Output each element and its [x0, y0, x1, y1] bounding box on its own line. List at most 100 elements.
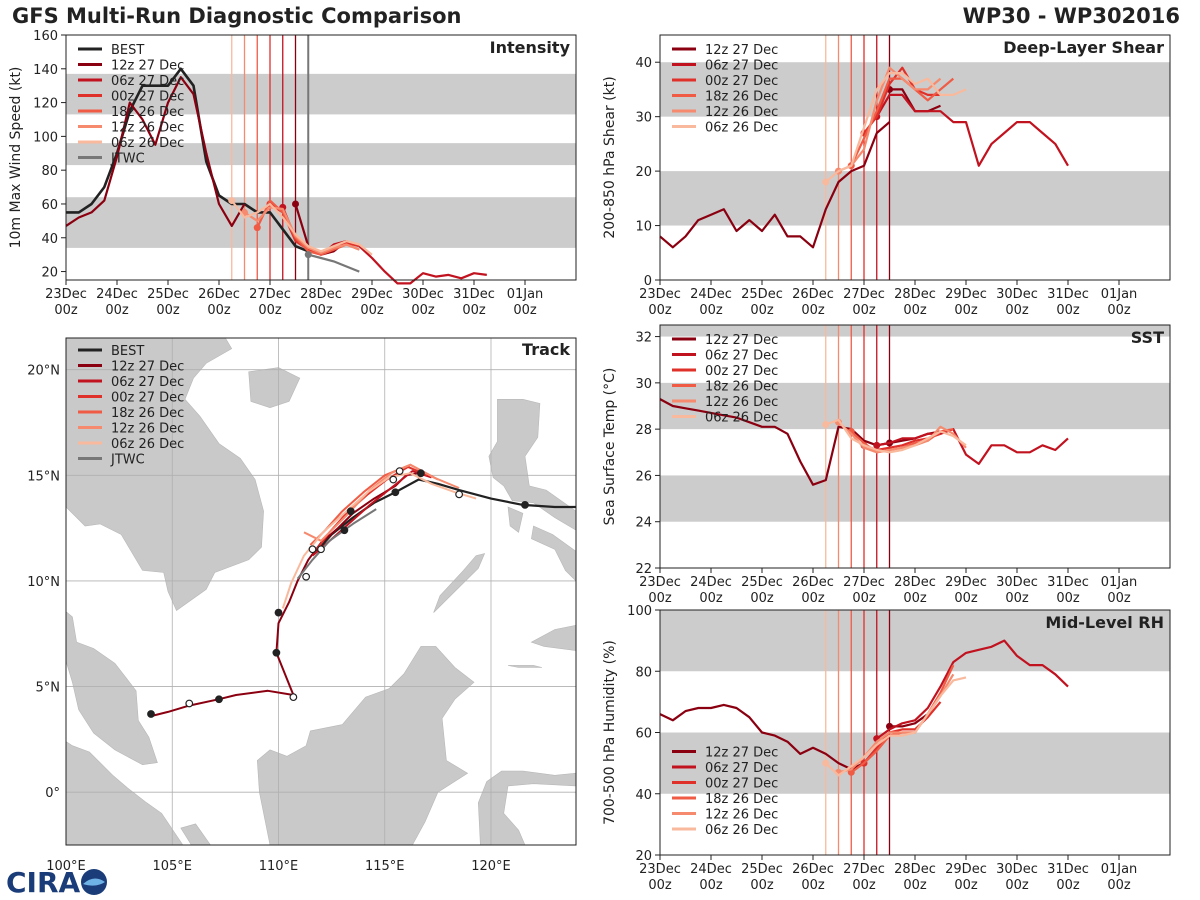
legend-label: 18z 26 Dec [705, 792, 778, 807]
x-tick-date: 24Dec [690, 575, 732, 590]
legend-label: 12z 26 Dec [705, 395, 778, 410]
series-line-12z-26-dec [838, 66, 942, 173]
series-line-06z-26-dec [825, 676, 967, 777]
legend-label: 12z 27 Dec [111, 59, 184, 74]
shaded-band [660, 325, 1170, 337]
x-tick-hour: 00z [360, 303, 384, 318]
x-tick-hour: 00z [903, 878, 927, 893]
x-tick-hour: 00z [1056, 591, 1080, 606]
x-tick-date: 28Dec [894, 287, 936, 302]
y-tick-label: 60 [41, 198, 58, 213]
x-tick-date: 29Dec [945, 287, 987, 302]
x-tick-date: 23Dec [45, 287, 87, 302]
series-line-00z-27-dec [863, 66, 941, 134]
track-marker-open [302, 572, 311, 581]
lat-tick-label: 0° [45, 786, 60, 801]
track-marker-open [308, 545, 317, 554]
luzon-land [488, 398, 576, 531]
panel-title: Track [522, 340, 570, 359]
y-tick-label: 20 [635, 849, 652, 864]
track-marker-open [317, 545, 325, 554]
legend-label: BEST [111, 344, 144, 359]
track-marker-filled [147, 710, 155, 718]
track-marker-filled [521, 500, 529, 509]
legend-label: 12z 27 Dec [705, 333, 778, 348]
legend-label: JTWC [110, 152, 145, 167]
legend-label: 12z 26 Dec [111, 121, 184, 136]
y-tick-label: 80 [41, 164, 58, 179]
x-tick-date: 01Jan [1101, 287, 1138, 302]
y-tick-label: 32 [635, 331, 652, 346]
x-tick-date: 24Dec [690, 862, 732, 877]
x-tick-date: 30Dec [996, 287, 1038, 302]
map-content [66, 338, 576, 845]
series-line-12z-26-dec [243, 206, 360, 255]
x-tick-hour: 00z [309, 303, 333, 318]
shaded-band [660, 732, 1170, 794]
legend-label: 12z 27 Dec [705, 43, 778, 58]
legend-label: 18z 26 Dec [111, 406, 184, 421]
shaded-band [660, 610, 1170, 672]
y-tick-label: 30 [635, 377, 652, 392]
track-marker-open [289, 693, 298, 702]
x-tick-date: 29Dec [351, 287, 393, 302]
legend-label: 12z 27 Dec [111, 360, 184, 375]
cira-logo: CIRA [6, 866, 107, 898]
x-tick-hour: 00z [105, 303, 129, 318]
bangka-land [180, 823, 211, 845]
palawan-land [433, 553, 486, 613]
panel-intensity: 2040608010012014016023Dec00z24Dec00z25De… [8, 29, 577, 318]
borneo-land [256, 646, 475, 845]
lon-tick-label: 120°E [471, 859, 511, 874]
map-frame [65, 337, 577, 846]
x-tick-hour: 00z [258, 303, 282, 318]
x-tick-date: 30Dec [996, 862, 1038, 877]
lat-tick-label: 10°N [27, 575, 60, 590]
x-tick-date: 31Dec [1047, 287, 1089, 302]
y-axis-label: Sea Surface Temp (°C) [602, 368, 618, 526]
x-tick-date: 30Dec [402, 287, 444, 302]
x-tick-hour: 00z [954, 591, 978, 606]
legend-label: 18z 26 Dec [705, 90, 778, 105]
x-tick-date: 26Dec [792, 862, 834, 877]
x-tick-hour: 00z [954, 303, 978, 318]
run-start-point [822, 421, 830, 429]
x-tick-date: 26Dec [792, 287, 834, 302]
x-tick-date: 28Dec [894, 862, 936, 877]
x-tick-hour: 00z [411, 303, 435, 318]
legend-label: 06z 27 Dec [705, 59, 778, 74]
y-tick-label: 30 [635, 111, 652, 126]
x-tick-hour: 00z [1005, 303, 1029, 318]
x-tick-date: 26Dec [198, 287, 240, 302]
series-line-06z-27-dec [875, 93, 1069, 167]
x-tick-hour: 00z [852, 591, 876, 606]
run-start-point [822, 178, 830, 186]
x-tick-date: 25Dec [741, 287, 783, 302]
visayas-land [531, 525, 576, 582]
legend-label: 06z 27 Dec [705, 761, 778, 776]
y-tick-label: 20 [635, 165, 652, 180]
track-marker-filled [340, 526, 349, 535]
x-tick-hour: 00z [513, 303, 537, 318]
y-tick-label: 100 [627, 604, 652, 619]
x-tick-date: 27Dec [843, 862, 885, 877]
y-axis-label: 700-500 hPa Humidity (%) [602, 640, 618, 825]
x-tick-date: 29Dec [945, 862, 987, 877]
x-tick-hour: 00z [462, 303, 486, 318]
x-tick-hour: 00z [750, 591, 774, 606]
mindoro-land [507, 506, 524, 533]
x-tick-hour: 00z [1056, 878, 1080, 893]
shaded-band [660, 171, 1170, 226]
y-tick-label: 24 [635, 516, 652, 531]
legend-label: BEST [111, 43, 144, 58]
mindanao-land [530, 624, 576, 651]
run-start-point [822, 759, 830, 767]
x-tick-date: 26Dec [792, 575, 834, 590]
panel-sst: 22242628303223Dec00z24Dec00z25Dec00z26De… [602, 324, 1171, 606]
panel-title: SST [1131, 328, 1164, 347]
cira-logo-text: CIRA [6, 866, 81, 898]
track-marker-filled [272, 648, 281, 657]
x-tick-hour: 00z [1005, 878, 1029, 893]
lat-tick-label: 20°N [27, 364, 60, 379]
